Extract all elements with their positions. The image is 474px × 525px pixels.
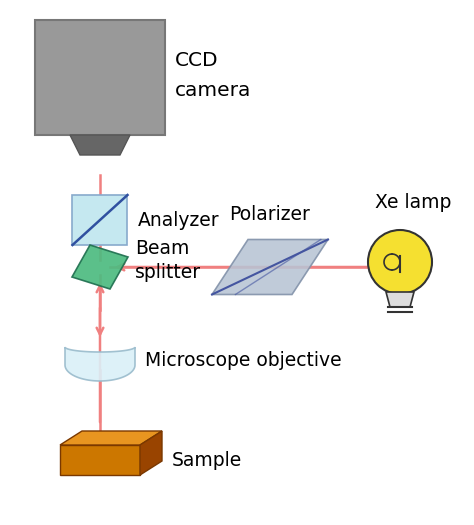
Text: Beam: Beam [135, 239, 190, 258]
Text: Microscope objective: Microscope objective [145, 351, 342, 370]
Text: Sample: Sample [172, 450, 242, 469]
Polygon shape [60, 445, 140, 475]
Polygon shape [65, 347, 135, 381]
Bar [73, 195, 128, 245]
Text: CCD: CCD [175, 50, 219, 69]
Polygon shape [72, 245, 128, 289]
Text: splitter: splitter [135, 264, 201, 282]
Polygon shape [140, 431, 162, 475]
Polygon shape [212, 239, 328, 295]
Polygon shape [386, 292, 414, 307]
Circle shape [368, 230, 432, 294]
Bar [35, 20, 165, 135]
Text: Analyzer: Analyzer [137, 211, 219, 229]
Polygon shape [70, 135, 130, 155]
Text: Polarizer: Polarizer [229, 205, 310, 224]
Polygon shape [60, 431, 162, 445]
Text: Xe lamp: Xe lamp [375, 193, 451, 212]
Text: camera: camera [175, 80, 251, 100]
